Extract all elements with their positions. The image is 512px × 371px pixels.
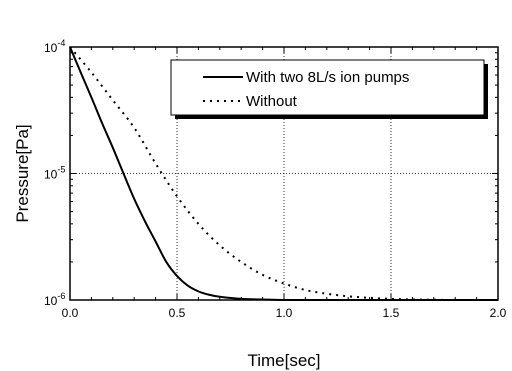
y-tick-label: 10-4 [44, 38, 65, 55]
x-tick-label: 0.5 [169, 306, 186, 320]
x-axis-title: Time[sec] [247, 351, 320, 370]
series-line-without [69, 46, 499, 302]
x-tick-label: 1.0 [276, 306, 293, 320]
legend: With two 8L/s ion pumps Without [170, 59, 488, 119]
x-tick-label: 0.0 [62, 306, 79, 320]
y-tick-label: 10-5 [44, 165, 65, 182]
legend-box [170, 59, 485, 116]
legend-label-without: Without [246, 93, 298, 110]
legend-label-with-pumps: With two 8L/s ion pumps [246, 69, 409, 86]
y-tick-label: 10-6 [44, 291, 65, 308]
tick-labels: 0.0 0.5 1.0 1.5 2.0 10-4 10-5 10-6 [44, 38, 507, 320]
axis-ticks [69, 46, 499, 301]
x-tick-label: 1.5 [383, 306, 400, 320]
x-tick-label: 2.0 [490, 306, 507, 320]
y-axis-title: Pressure[Pa] [13, 124, 32, 222]
